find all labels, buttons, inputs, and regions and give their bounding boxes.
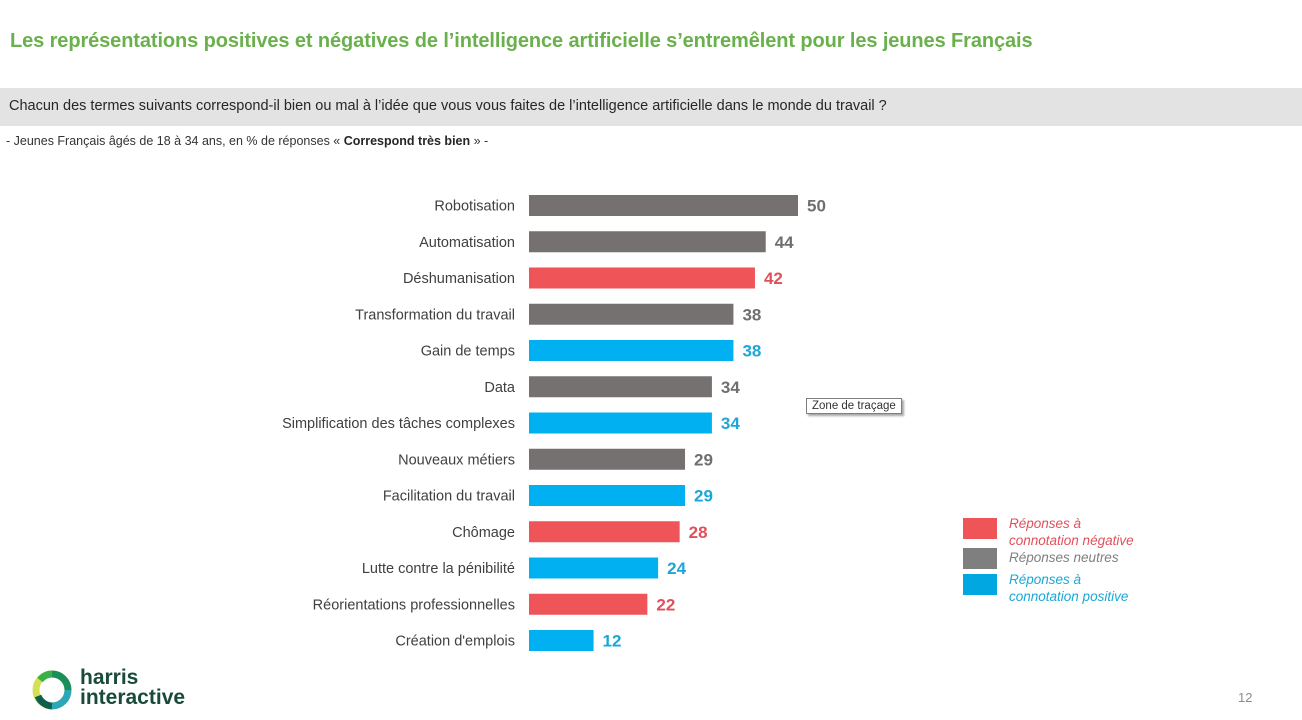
bar-neutral[interactable] [529, 448, 686, 470]
category-label: Transformation du travail [355, 307, 515, 323]
logo-text: harris interactive [80, 666, 186, 709]
legend-label-negative: Réponses à connotation négative [1009, 515, 1134, 549]
value-label: 29 [694, 487, 713, 506]
category-label: Chômage [452, 525, 515, 541]
bar-positive[interactable] [529, 412, 712, 434]
value-label: 29 [694, 450, 713, 469]
value-label: 34 [721, 378, 740, 397]
subtitle: - Jeunes Français âgés de 18 à 34 ans, e… [6, 134, 488, 148]
legend-item-negative: Réponses à connotation négative [963, 515, 1163, 549]
bar-positive[interactable] [529, 630, 594, 651]
category-label: Création d'emplois [395, 634, 515, 650]
bar-positive[interactable] [529, 485, 686, 506]
logo-text-line1: harris [80, 666, 139, 689]
category-label: Facilitation du travail [383, 489, 515, 505]
category-label: Gain de temps [421, 344, 515, 360]
value-label: 24 [667, 559, 686, 578]
category-label: Data [484, 380, 516, 396]
logo-text-line2: interactive [80, 686, 186, 709]
category-label: Réorientations professionnelles [313, 597, 515, 613]
value-label: 28 [689, 523, 708, 542]
bar-neutral[interactable] [529, 195, 798, 216]
chart-legend: Réponses à connotation négative Réponses… [963, 515, 1163, 604]
legend-label-negative-line2: connotation négative [1009, 533, 1134, 548]
survey-question: Chacun des termes suivants correspond-il… [9, 98, 887, 114]
value-label: 44 [775, 233, 794, 252]
legend-item-neutral: Réponses neutres [963, 547, 1163, 571]
legend-label-neutral-line1: Réponses neutres [1009, 550, 1119, 565]
subtitle-bold: Correspond très bien [343, 134, 471, 148]
category-label: Automatisation [419, 235, 515, 251]
logo-ring-icon [32, 670, 72, 710]
legend-item-positive: Réponses à connotation positive [963, 571, 1163, 604]
legend-swatch-negative [963, 518, 997, 539]
value-label: 38 [742, 305, 761, 324]
category-label: Simplification des tâches complexes [282, 416, 515, 432]
bar-neutral[interactable] [529, 231, 766, 253]
value-label: 42 [764, 269, 783, 288]
legend-label-positive-line2: connotation positive [1009, 589, 1129, 604]
legend-label-negative-line1: Réponses à [1009, 516, 1082, 531]
value-label: 12 [603, 632, 622, 651]
bar-positive[interactable] [529, 340, 734, 361]
value-label: 38 [742, 342, 761, 361]
legend-label-positive: Réponses à connotation positive [1009, 571, 1128, 605]
subtitle-suffix: » - [470, 134, 489, 148]
value-label: 34 [721, 414, 740, 433]
page-title: Les représentations positives et négativ… [10, 30, 1033, 52]
value-label: 22 [656, 595, 675, 614]
legend-swatch-positive [963, 574, 997, 595]
bar-neutral[interactable] [529, 376, 712, 398]
category-label: Nouveaux métiers [398, 452, 515, 468]
bar-negative[interactable] [529, 593, 648, 615]
legend-label-positive-line1: Réponses à [1009, 572, 1082, 587]
category-label: Robotisation [434, 199, 515, 215]
bar-negative[interactable] [529, 267, 755, 289]
bar-negative[interactable] [529, 521, 680, 543]
legend-swatch-neutral [963, 548, 997, 569]
bar-positive[interactable] [529, 557, 659, 579]
harris-interactive-logo: harris interactive [30, 666, 200, 714]
bar-neutral[interactable] [529, 303, 734, 325]
legend-label-neutral: Réponses neutres [1009, 549, 1119, 566]
category-label: Lutte contre la pénibilité [362, 561, 515, 577]
question-band: Chacun des termes suivants correspond-il… [0, 88, 1302, 126]
subtitle-prefix: - Jeunes Français âgés de 18 à 34 ans, e… [6, 134, 344, 148]
page-number: 12 [1238, 690, 1253, 705]
value-label: 50 [807, 197, 826, 216]
category-label: Déshumanisation [403, 271, 515, 287]
plot-area-tooltip: Zone de traçage [806, 398, 902, 414]
